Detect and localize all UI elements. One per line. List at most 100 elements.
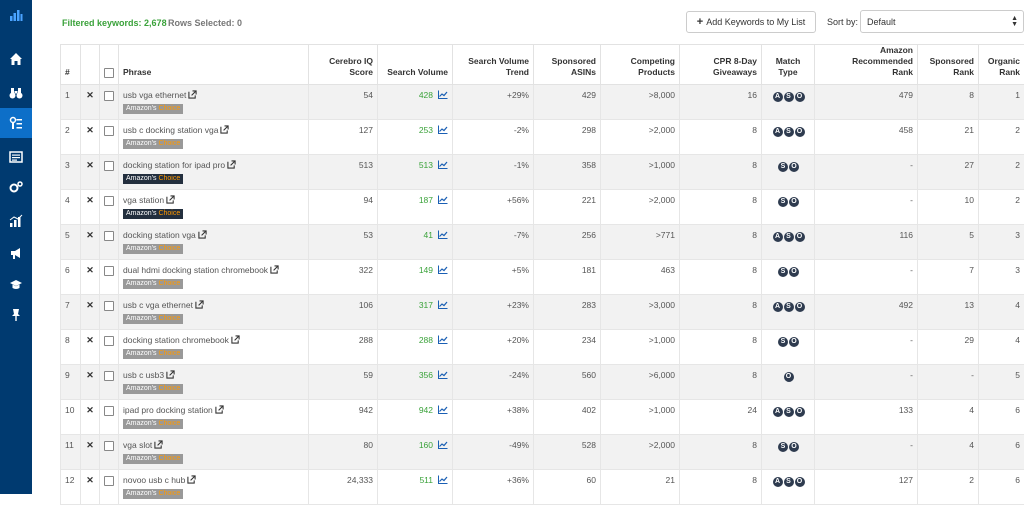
row-checkbox[interactable]: [104, 406, 114, 416]
row-select-cell: [100, 85, 119, 120]
remove-keyword-button[interactable]: ✕: [81, 470, 100, 505]
volume-history-chart-icon[interactable]: [438, 300, 448, 311]
external-link-icon[interactable]: [220, 125, 229, 136]
row-checkbox[interactable]: [104, 441, 114, 451]
remove-keyword-button[interactable]: ✕: [81, 295, 100, 330]
match-type-o-icon: O: [789, 442, 799, 452]
remove-keyword-button[interactable]: ✕: [81, 260, 100, 295]
external-link-icon[interactable]: [215, 405, 224, 416]
col-volume-header[interactable]: Search Volume: [378, 45, 453, 85]
external-link-icon[interactable]: [231, 335, 240, 346]
megaphone-icon[interactable]: [0, 238, 32, 268]
sort-select-value: Default: [867, 17, 896, 27]
close-icon: ✕: [86, 160, 94, 170]
keyword-phrase[interactable]: usb c vga ethernet: [123, 300, 193, 310]
volume-history-chart-icon[interactable]: [438, 335, 448, 346]
search-volume-trend: +20%: [453, 330, 534, 365]
keyword-phrase[interactable]: vga station: [123, 195, 164, 205]
add-keywords-button[interactable]: + Add Keywords to My List: [686, 11, 816, 33]
row-checkbox[interactable]: [104, 126, 114, 136]
external-link-icon[interactable]: [166, 370, 175, 381]
external-link-icon[interactable]: [227, 160, 236, 171]
remove-keyword-button[interactable]: ✕: [81, 225, 100, 260]
external-link-icon[interactable]: [154, 440, 163, 451]
col-num-header[interactable]: #: [61, 45, 81, 85]
home-icon[interactable]: [0, 44, 32, 74]
volume-history-chart-icon[interactable]: [438, 90, 448, 101]
row-checkbox[interactable]: [104, 161, 114, 171]
select-all-checkbox[interactable]: [104, 68, 114, 78]
volume-history-chart-icon[interactable]: [438, 125, 448, 136]
remove-keyword-button[interactable]: ✕: [81, 330, 100, 365]
remove-keyword-button[interactable]: ✕: [81, 435, 100, 470]
external-link-icon[interactable]: [188, 90, 197, 101]
remove-keyword-button[interactable]: ✕: [81, 365, 100, 400]
external-link-icon[interactable]: [198, 230, 207, 241]
remove-keyword-button[interactable]: ✕: [81, 155, 100, 190]
keyword-phrase[interactable]: dual hdmi docking station chromebook: [123, 265, 268, 275]
gears-icon[interactable]: [0, 172, 32, 202]
row-checkbox[interactable]: [104, 301, 114, 311]
row-checkbox[interactable]: [104, 336, 114, 346]
pin-icon[interactable]: [0, 300, 32, 330]
close-icon: ✕: [86, 90, 94, 100]
col-phrase-header[interactable]: Phrase: [119, 45, 309, 85]
logo-bar-chart-icon[interactable]: [0, 0, 32, 30]
listing-icon[interactable]: [0, 142, 32, 172]
keyword-phrase[interactable]: usb c docking station vga: [123, 125, 218, 135]
volume-history-chart-icon[interactable]: [438, 265, 448, 276]
external-link-icon[interactable]: [166, 195, 175, 206]
remove-keyword-button[interactable]: ✕: [81, 400, 100, 435]
row-checkbox[interactable]: [104, 266, 114, 276]
graduation-cap-icon[interactable]: [0, 270, 32, 300]
remove-keyword-button[interactable]: ✕: [81, 85, 100, 120]
external-link-icon[interactable]: [195, 300, 204, 311]
binoculars-icon[interactable]: [0, 78, 32, 108]
volume-history-chart-icon[interactable]: [438, 440, 448, 451]
amazon-recommended-rank: 479: [815, 85, 918, 120]
row-select-cell: [100, 120, 119, 155]
volume-history-chart-icon[interactable]: [438, 230, 448, 241]
external-link-icon[interactable]: [187, 475, 196, 486]
row-select-cell: [100, 260, 119, 295]
row-checkbox[interactable]: [104, 231, 114, 241]
row-checkbox[interactable]: [104, 476, 114, 486]
row-checkbox[interactable]: [104, 196, 114, 206]
keyword-phrase[interactable]: novoo usb c hub: [123, 475, 185, 485]
keyword-research-icon[interactable]: [0, 108, 32, 138]
analytics-icon[interactable]: [0, 206, 32, 236]
phrase-cell: ipad pro docking station Amazon's Choice: [119, 400, 309, 435]
sort-select[interactable]: Default ▲▼: [860, 10, 1024, 33]
volume-history-chart-icon[interactable]: [438, 195, 448, 206]
volume-history-chart-icon[interactable]: [438, 370, 448, 381]
remove-keyword-button[interactable]: ✕: [81, 190, 100, 225]
rows-selected-value: 0: [237, 18, 242, 28]
keyword-phrase[interactable]: usb vga ethernet: [123, 90, 186, 100]
cerebro-score: 94: [309, 190, 378, 225]
keyword-phrase[interactable]: docking station vga: [123, 230, 196, 240]
remove-keyword-button[interactable]: ✕: [81, 120, 100, 155]
search-volume-trend: -2%: [453, 120, 534, 155]
match-type-s-icon: S: [784, 302, 794, 312]
keyword-phrase[interactable]: docking station for ipad pro: [123, 160, 225, 170]
row-checkbox[interactable]: [104, 91, 114, 101]
volume-history-chart-icon[interactable]: [438, 160, 448, 171]
keyword-phrase[interactable]: vga slot: [123, 440, 152, 450]
volume-history-chart-icon[interactable]: [438, 475, 448, 486]
organic-header-line1: Organic: [988, 56, 1020, 66]
row-checkbox[interactable]: [104, 371, 114, 381]
keyword-phrase[interactable]: docking station chromebook: [123, 335, 229, 345]
volume-history-chart-icon[interactable]: [438, 405, 448, 416]
keyword-phrase[interactable]: usb c usb3: [123, 370, 164, 380]
keyword-phrase[interactable]: ipad pro docking station: [123, 405, 213, 415]
external-link-icon[interactable]: [270, 265, 279, 276]
